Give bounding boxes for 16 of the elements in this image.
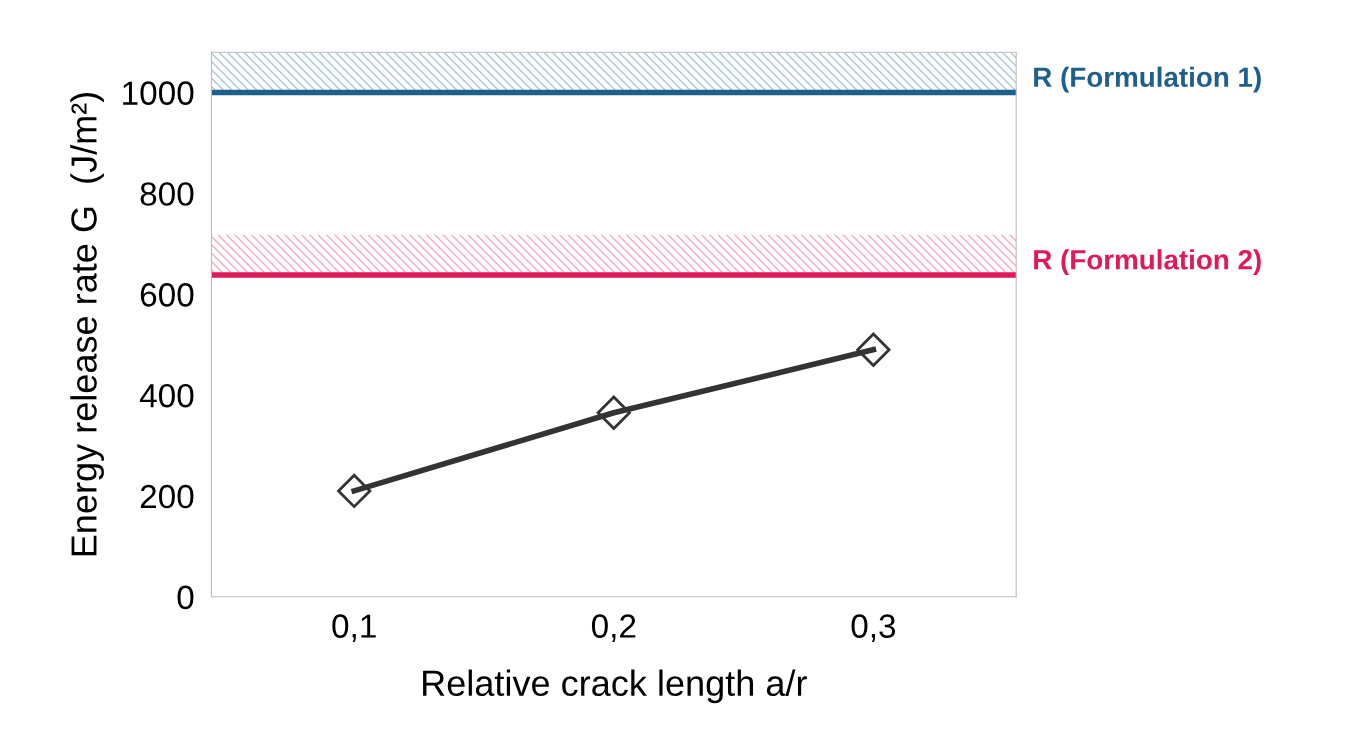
- point: [596, 395, 631, 430]
- ref-line-label: R (Formulation 1): [1034, 66, 1261, 93]
- y-tick-label: 600: [140, 283, 194, 307]
- x-axis-title: Relative crack length a/r: [423, 669, 807, 704]
- x-tick-label: 0,3: [851, 614, 896, 642]
- y-tick-label: 200: [140, 484, 194, 509]
- y-tick-label: 1000: [123, 81, 194, 105]
- point: [856, 332, 891, 367]
- x-tick-label: 0,1: [332, 614, 376, 642]
- y-tick-label: 800: [140, 182, 194, 206]
- y-tick-label: 0: [177, 585, 194, 610]
- x-tick-label: 0,2: [591, 614, 636, 642]
- y-axis-title: Energy release rate G (J/m²): [70, 92, 104, 556]
- y-tick-label: 400: [139, 383, 194, 408]
- point: [337, 473, 372, 509]
- ref-line-label: R (Formulation 2): [1034, 249, 1261, 276]
